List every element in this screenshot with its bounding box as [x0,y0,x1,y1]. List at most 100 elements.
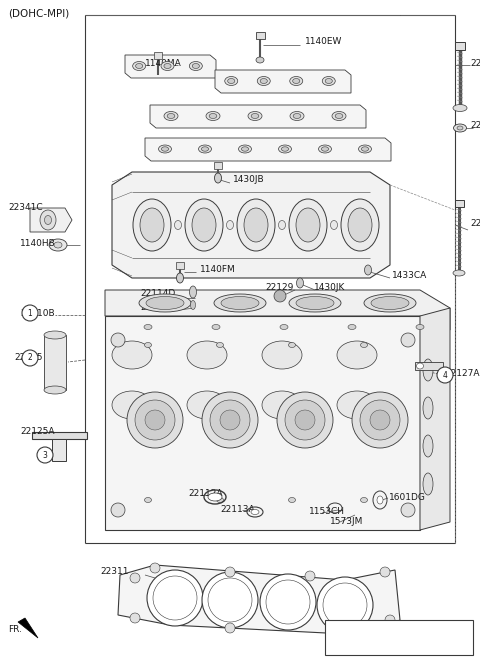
Bar [176,262,184,269]
Text: 22114D: 22114D [140,290,175,299]
Polygon shape [18,618,38,638]
Ellipse shape [216,497,224,503]
Polygon shape [112,172,390,278]
Text: 22311: 22311 [100,567,129,576]
Ellipse shape [49,239,67,251]
Ellipse shape [453,105,467,111]
Circle shape [130,573,140,583]
Text: FR.: FR. [8,626,22,634]
Ellipse shape [332,111,346,120]
Bar [44,335,66,390]
Ellipse shape [290,76,303,86]
Ellipse shape [132,61,145,70]
Circle shape [150,563,160,573]
Ellipse shape [237,199,275,251]
Circle shape [370,410,390,430]
Bar [325,620,473,655]
Text: 1140HB: 1140HB [20,240,56,249]
Text: (DOHC-MPI): (DOHC-MPI) [8,8,69,18]
Text: 1140EW: 1140EW [305,38,342,47]
Circle shape [147,570,203,626]
Ellipse shape [348,208,372,242]
Text: 22125A: 22125A [20,428,55,436]
Ellipse shape [423,473,433,495]
Circle shape [210,400,250,440]
Bar [32,432,87,439]
Ellipse shape [262,391,302,419]
Text: 22341C: 22341C [8,203,43,213]
Ellipse shape [140,208,164,242]
Circle shape [380,567,390,577]
Ellipse shape [262,341,302,369]
Ellipse shape [335,114,343,118]
Ellipse shape [297,278,303,288]
Ellipse shape [256,57,264,63]
Text: 22320: 22320 [470,218,480,228]
Ellipse shape [248,111,262,120]
Ellipse shape [322,76,335,86]
Ellipse shape [293,114,301,118]
Circle shape [202,392,258,448]
Bar [52,439,66,461]
Text: 1153CH: 1153CH [309,507,345,515]
Circle shape [401,333,415,347]
Ellipse shape [281,147,288,151]
Bar [154,52,162,59]
Ellipse shape [228,78,235,84]
Ellipse shape [260,78,267,84]
Circle shape [225,567,235,577]
Circle shape [285,400,325,440]
Text: 1433CA: 1433CA [392,272,427,280]
Polygon shape [30,208,72,232]
Bar [256,32,265,39]
Ellipse shape [377,496,383,504]
Polygon shape [105,290,450,330]
Ellipse shape [190,286,196,298]
Text: 22129: 22129 [265,284,293,293]
Circle shape [22,350,38,366]
Ellipse shape [275,291,285,301]
Ellipse shape [158,145,171,153]
Circle shape [22,305,38,321]
Ellipse shape [45,216,51,224]
Circle shape [111,503,125,517]
Ellipse shape [112,341,152,369]
Ellipse shape [187,341,227,369]
Ellipse shape [192,64,199,68]
Ellipse shape [192,208,216,242]
Ellipse shape [257,76,270,86]
Ellipse shape [278,220,286,230]
Ellipse shape [185,199,223,251]
Ellipse shape [216,343,224,347]
Text: 3: 3 [43,451,48,459]
Ellipse shape [144,497,152,503]
Text: 1140MA: 1140MA [145,59,182,68]
Polygon shape [118,565,400,635]
Ellipse shape [341,199,379,251]
Polygon shape [215,70,351,93]
Ellipse shape [364,294,416,312]
Ellipse shape [325,78,332,84]
Ellipse shape [288,343,296,347]
Ellipse shape [289,294,341,312]
Ellipse shape [296,208,320,242]
Ellipse shape [251,114,259,118]
Text: 4: 4 [443,370,447,380]
Circle shape [37,447,53,463]
Ellipse shape [278,145,291,153]
Circle shape [277,392,333,448]
Circle shape [295,410,315,430]
Ellipse shape [187,391,227,419]
Ellipse shape [199,145,212,153]
Circle shape [401,503,415,517]
Circle shape [317,577,373,633]
Text: 22114A: 22114A [140,303,175,313]
Ellipse shape [239,145,252,153]
Circle shape [202,572,258,628]
Text: THE NO. 22100 : ①~④: THE NO. 22100 : ①~④ [330,640,423,649]
Ellipse shape [453,270,465,276]
Ellipse shape [241,147,249,151]
Text: 1430JB: 1430JB [233,176,264,184]
Polygon shape [125,55,216,78]
Ellipse shape [175,220,181,230]
